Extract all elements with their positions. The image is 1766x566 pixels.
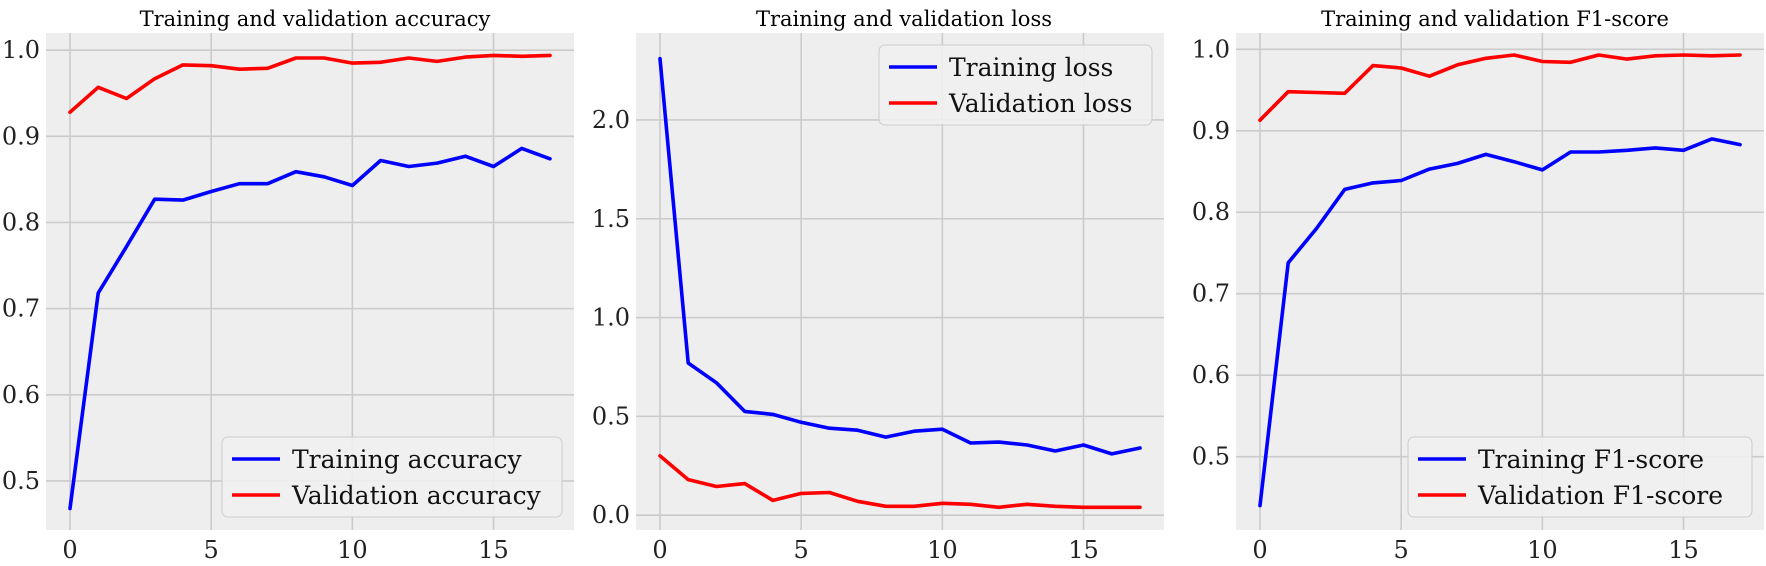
f1-score-y-tick-label: 0.6 [1192,361,1230,389]
accuracy-legend-label: Validation accuracy [291,481,542,510]
accuracy-legend-box [221,436,563,518]
f1-score-y-tick-label: 1.0 [1192,35,1230,63]
accuracy-series-validation-accuracy [68,53,552,114]
f1-score-series-training-f1-score [1258,137,1742,508]
loss-y-tick-label: 0.0 [592,501,630,529]
f1-score-x-tick-label: 5 [1394,536,1409,564]
loss-legend-label: Training loss [949,53,1113,82]
f1-score-legend-label: Validation F1-score [1477,481,1723,510]
accuracy-legend: Training accuracy Validation accuracy [221,436,563,518]
accuracy-y-tick-label: 0.6 [2,381,40,409]
accuracy-y-tick-label: 0.8 [2,208,40,236]
loss-series-training-loss [658,56,1142,456]
accuracy-x-tick-label: 15 [478,536,509,564]
f1-score-legend-box [1407,436,1753,518]
accuracy-chart-title: Training and validation accuracy [140,7,491,31]
f1-score-x-tick-label: 15 [1668,536,1699,564]
f1-score-x-tick-label: 0 [1252,536,1267,564]
f1-score-y-tick-label: 0.8 [1192,198,1230,226]
loss-chart-title: Training and validation loss [756,7,1052,31]
accuracy-chart: Training and validation accuracy 0 5 10 15 0… [2,7,574,564]
loss-y-tick-label: 1.5 [592,205,630,233]
f1-score-y-tick-label: 0.7 [1192,280,1230,308]
f1-score-chart-title: Training and validation F1-score [1321,7,1669,31]
accuracy-y-tick-label: 0.7 [2,295,40,323]
loss-legend-label: Validation loss [948,89,1132,118]
loss-legend: Training loss Validation loss [878,44,1153,126]
loss-chart: Training and validation loss 0 5 10 15 0.0 0.… [592,7,1164,564]
loss-x-tick-label: 5 [794,536,809,564]
accuracy-legend-label: Training accuracy [292,445,523,474]
loss-x-tick-label: 15 [1068,536,1099,564]
loss-x-tick-label: 10 [927,536,958,564]
f1-score-y-tick-label: 0.9 [1192,117,1230,145]
accuracy-x-tick-label: 10 [337,536,368,564]
loss-y-tick-label: 2.0 [592,106,630,134]
loss-x-tick-label: 0 [652,536,667,564]
accuracy-y-tick-label: 0.5 [2,467,40,495]
f1-score-legend: Training F1-score Validation F1-score [1407,436,1753,518]
f1-score-x-tick-label: 10 [1527,536,1558,564]
accuracy-x-tick-label: 5 [204,536,219,564]
accuracy-series-training-accuracy [68,146,552,511]
f1-score-series-validation-f1-score [1258,53,1742,122]
accuracy-y-tick-label: 0.9 [2,122,40,150]
accuracy-x-tick-label: 0 [62,536,77,564]
loss-y-tick-label: 1.0 [592,304,630,332]
f1-score-legend-label: Training F1-score [1478,445,1704,474]
f1-score-y-tick-label: 0.5 [1192,443,1230,471]
accuracy-y-tick-label: 1.0 [2,36,40,64]
loss-legend-box [878,44,1153,126]
loss-series-validation-loss [658,454,1142,510]
loss-y-tick-label: 0.5 [592,402,630,430]
f1-score-chart: Training and validation F1-score 0 5 10 15 0… [1192,7,1764,564]
